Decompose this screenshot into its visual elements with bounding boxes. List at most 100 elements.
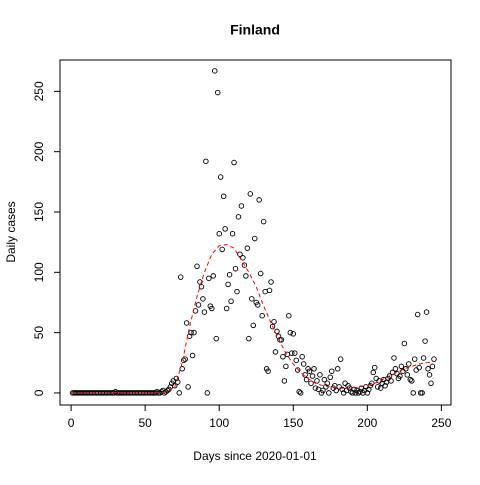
point [246,335,252,342]
point [216,230,222,237]
point [326,390,332,396]
point [428,380,434,387]
point [300,361,307,367]
point [397,373,403,379]
point [423,309,430,315]
point [228,298,234,305]
x-axis-label: Days since 2020-01-01 [193,449,317,463]
point [252,235,258,242]
point [266,287,273,294]
point [281,378,288,384]
point [213,335,220,342]
point [374,384,381,390]
point [179,366,185,372]
x-tick-label: 0 [68,416,75,430]
x-tick-label: 150 [283,416,303,430]
point [327,374,334,381]
point [225,281,231,288]
point [268,279,274,285]
point [388,378,394,384]
point [296,388,302,395]
point [290,331,297,337]
point [191,329,197,336]
y-axis-label: Daily cases [4,201,18,262]
point [183,320,190,326]
point [311,366,317,372]
point [293,357,299,364]
point [244,245,251,251]
point [425,366,431,372]
point [410,390,416,396]
point [180,357,187,364]
point [414,311,421,318]
point [420,355,427,361]
point [206,275,212,282]
point [247,191,254,197]
point [321,376,328,383]
point [238,203,245,209]
point [197,279,203,285]
y-tick-label: 250 [32,81,46,101]
point [256,197,262,203]
point [176,390,182,396]
point [223,305,230,312]
point [411,356,418,362]
point [203,158,209,165]
point [377,385,384,391]
point [303,376,310,383]
point [419,390,425,396]
point [391,355,397,361]
point [371,364,378,371]
point [314,378,320,384]
point [249,296,255,302]
point [297,390,304,396]
point [294,367,301,373]
point [306,368,313,374]
x-tick-label: 100 [209,416,229,430]
point [232,265,239,272]
point [280,353,286,360]
point [222,226,228,232]
point [286,312,292,319]
point [220,193,227,200]
y-tick-label: 50 [32,326,46,340]
point [235,214,242,220]
point [250,322,257,329]
point [231,159,237,166]
point [272,349,279,355]
point [241,262,248,268]
point [265,368,271,374]
point [209,305,215,312]
point [309,373,316,379]
point [329,368,335,374]
point [185,384,191,390]
point [172,382,178,389]
point [234,288,240,295]
point [259,312,265,319]
point [409,378,415,384]
point [269,323,276,330]
chart-title: Finland [230,22,280,38]
x-tick-label: 250 [431,416,451,430]
point [229,230,236,237]
point [217,174,224,180]
point [243,273,249,279]
point [337,356,344,362]
point [201,309,208,315]
point [219,246,225,253]
point [257,270,264,277]
point [392,366,399,372]
point [291,350,298,356]
point [324,380,331,387]
point [212,68,218,74]
point [308,380,314,387]
point [406,361,412,367]
point [226,271,233,278]
y-tick-label: 150 [32,202,46,222]
point [204,390,211,396]
fit-line [71,244,435,394]
point [189,352,196,359]
point [370,369,376,376]
point [214,89,221,96]
point [407,376,414,383]
